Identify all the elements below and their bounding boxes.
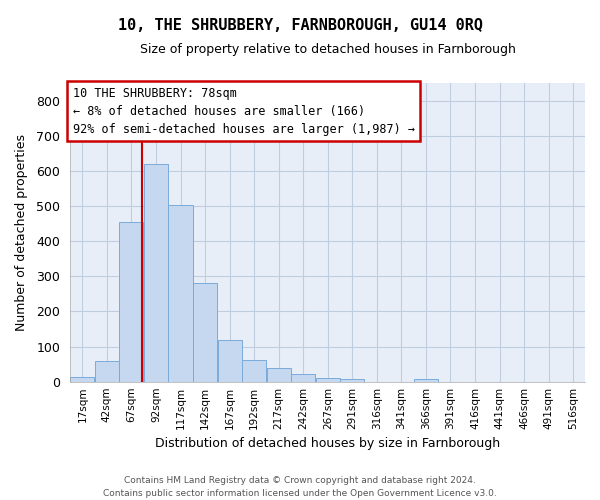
Bar (193, 284, 217, 382)
Title: Size of property relative to detached houses in Farnborough: Size of property relative to detached ho… (140, 42, 515, 56)
Bar (291, 374, 315, 382)
Y-axis label: Number of detached properties: Number of detached properties (15, 134, 28, 331)
Bar (316, 378, 340, 382)
Bar (218, 340, 242, 382)
Bar (144, 164, 168, 382)
Bar (340, 379, 364, 382)
Bar (169, 205, 193, 382)
Text: 10 THE SHRUBBERY: 78sqm
← 8% of detached houses are smaller (166)
92% of semi-de: 10 THE SHRUBBERY: 78sqm ← 8% of detached… (73, 86, 415, 136)
Bar (95, 362, 119, 382)
Bar (119, 222, 143, 382)
Bar (414, 379, 438, 382)
Text: Contains HM Land Registry data © Crown copyright and database right 2024.
Contai: Contains HM Land Registry data © Crown c… (103, 476, 497, 498)
Bar (70, 378, 94, 382)
Text: 10, THE SHRUBBERY, FARNBOROUGH, GU14 0RQ: 10, THE SHRUBBERY, FARNBOROUGH, GU14 0RQ (118, 18, 482, 32)
X-axis label: Distribution of detached houses by size in Farnborough: Distribution of detached houses by size … (155, 437, 500, 450)
Bar (266, 368, 291, 382)
Bar (242, 360, 266, 382)
